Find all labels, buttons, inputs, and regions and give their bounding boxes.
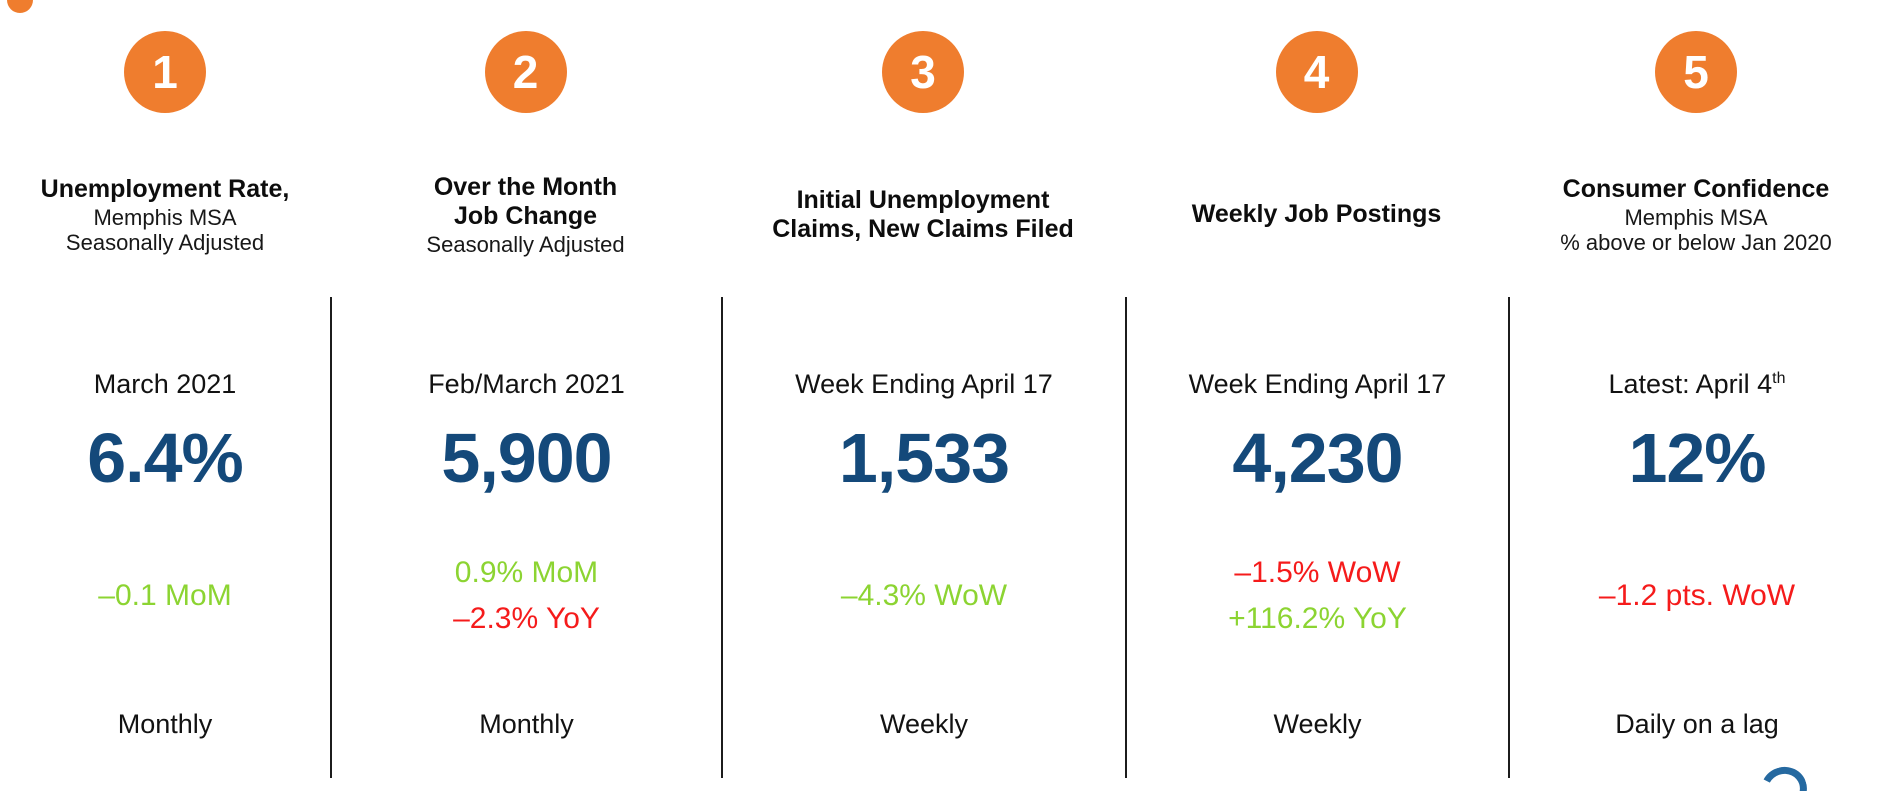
title-line: Weekly Job Postings: [1191, 200, 1442, 229]
period-label: Week Ending April 17: [795, 369, 1053, 399]
frequency-label: Monthly: [479, 709, 574, 739]
change-indicators: –1.5% WoW +116.2% YoY: [1127, 537, 1508, 655]
period-label: Feb/March 2021: [428, 369, 625, 399]
title-line: Unemployment Rate,: [40, 175, 290, 204]
change-line: –4.3% WoW: [840, 579, 1008, 612]
column-header: 3 Initial Unemployment Claims, New Claim…: [721, 0, 1125, 297]
column-header: 5 Consumer Confidence Memphis MSA % abov…: [1508, 0, 1884, 297]
column-body: Week Ending April 17 1,533 –4.3% WoW Wee…: [721, 297, 1125, 778]
step-number: 1: [152, 46, 178, 98]
metric-column-initial-claims: 3 Initial Unemployment Claims, New Claim…: [721, 0, 1125, 791]
title-line: Consumer Confidence: [1562, 175, 1830, 204]
step-number-badge: 1: [124, 31, 206, 113]
orange-corner-decoration: [7, 0, 33, 13]
subtitle-line: Seasonally Adjusted: [65, 229, 265, 255]
step-number: 2: [512, 46, 539, 98]
column-title: Over the Month Job Change Seasonally Adj…: [330, 168, 721, 262]
metric-value: 6.4%: [87, 419, 244, 497]
frequency-label: Monthly: [117, 709, 213, 739]
title-line: Job Change: [453, 202, 598, 231]
column-title: Weekly Job Postings: [1125, 168, 1508, 262]
change-line: –1.5% WoW: [1234, 556, 1401, 589]
subtitle-line: Seasonally Adjusted: [426, 231, 625, 257]
frequency-label: Weekly: [879, 709, 969, 739]
subtitle-line: % above or below Jan 2020: [1560, 229, 1832, 255]
column-header: 2 Over the Month Job Change Seasonally A…: [330, 0, 721, 297]
frequency-label: Weekly: [1273, 709, 1362, 739]
metric-column-consumer-confidence: 5 Consumer Confidence Memphis MSA % abov…: [1508, 0, 1884, 791]
metric-column-unemployment-rate: 1 Unemployment Rate, Memphis MSA Seasona…: [0, 0, 330, 791]
metric-value: 5,900: [441, 419, 612, 497]
step-number-badge: 2: [484, 31, 567, 113]
step-number: 5: [1683, 46, 1709, 98]
column-header: 4 Weekly Job Postings: [1125, 0, 1508, 297]
subtitle-line: Memphis MSA: [93, 204, 237, 230]
change-line: +116.2% YoY: [1228, 602, 1407, 635]
title-line: Over the Month: [433, 172, 618, 201]
change-indicators: –1.2 pts. WoW: [1510, 537, 1884, 655]
column-body: Week Ending April 17 4,230 –1.5% WoW +11…: [1125, 297, 1508, 778]
step-number: 4: [1303, 46, 1330, 98]
title-line: Initial Unemployment: [796, 185, 1050, 214]
metric-value: 4,230: [1232, 419, 1403, 497]
column-title: Consumer Confidence Memphis MSA % above …: [1508, 168, 1884, 262]
period-label: Week Ending April 17: [1188, 369, 1447, 399]
column-body: Latest: April 4th 12% –1.2 pts. WoW Dail…: [1508, 297, 1884, 778]
change-line: 0.9% MoM: [454, 556, 599, 589]
step-number-badge: 4: [1275, 31, 1358, 113]
change-indicators: –0.1 MoM: [0, 537, 330, 655]
change-line: –1.2 pts. WoW: [1598, 579, 1796, 612]
change-line: –2.3% YoY: [453, 602, 600, 635]
change-indicators: –4.3% WoW: [723, 537, 1125, 655]
period-label: Latest: April 4th: [1608, 369, 1786, 399]
metric-value: 1,533: [838, 419, 1010, 497]
title-line: Claims, New Claims Filed: [772, 215, 1074, 243]
column-body: Feb/March 2021 5,900 0.9% MoM –2.3% YoY …: [330, 297, 721, 778]
column-title: Initial Unemployment Claims, New Claims …: [721, 168, 1125, 262]
step-number-badge: 5: [1655, 31, 1737, 113]
metric-value: 12%: [1628, 419, 1766, 497]
column-body: March 2021 6.4% –0.1 MoM Monthly: [0, 297, 330, 778]
metric-column-job-change: 2 Over the Month Job Change Seasonally A…: [330, 0, 721, 791]
frequency-label: Daily on a lag: [1615, 709, 1779, 739]
metric-column-job-postings: 4 Weekly Job Postings Week Ending April …: [1125, 0, 1508, 791]
period-label: March 2021: [93, 369, 237, 399]
step-number: 3: [910, 46, 936, 98]
period-superscript: th: [1772, 370, 1786, 387]
change-indicators: 0.9% MoM –2.3% YoY: [332, 537, 721, 655]
column-title: Unemployment Rate, Memphis MSA Seasonall…: [0, 168, 330, 262]
change-line: –0.1 MoM: [98, 579, 232, 612]
subtitle-line: Memphis MSA: [1624, 204, 1768, 230]
column-header: 1 Unemployment Rate, Memphis MSA Seasona…: [0, 0, 330, 297]
step-number-badge: 3: [882, 31, 964, 113]
